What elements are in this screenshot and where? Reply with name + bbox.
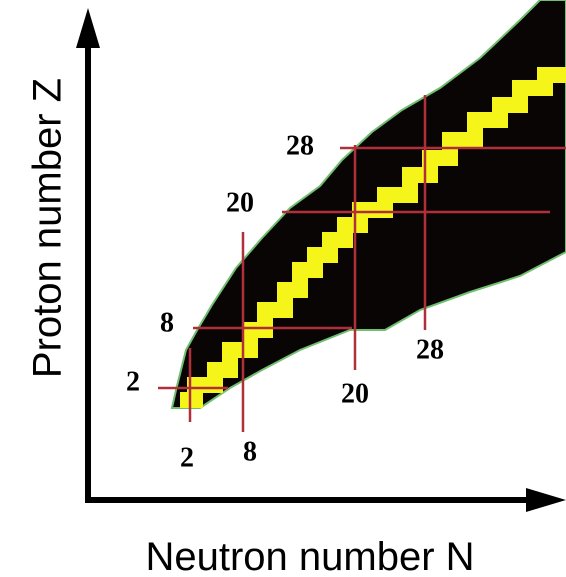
z-magic-label: 8 [160,307,174,338]
z-magic-label: 2 [126,366,140,397]
stability-line [180,67,566,408]
z-magic-label: 20 [226,187,254,218]
n-magic-label: 2 [180,442,194,473]
n-magic-label: 20 [341,378,369,409]
y-arrow [76,8,100,48]
y-axis-label: Proton number Z [26,78,70,378]
x-axis-label: Neutron number N [145,535,474,577]
z-magic-label: 28 [286,130,314,161]
magic-lines [158,95,566,432]
n-magic-label: 8 [243,436,257,467]
x-arrow [526,488,566,512]
n-magic-label: 28 [416,334,444,365]
